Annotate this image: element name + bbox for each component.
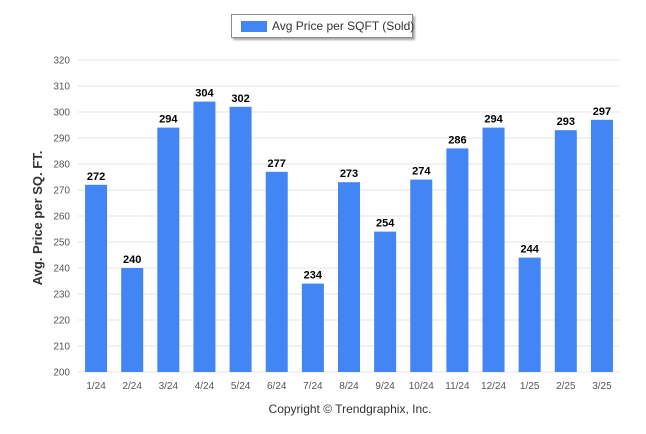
y-tick-label: 240 — [53, 264, 70, 275]
x-tick-label: 6/24 — [267, 381, 287, 392]
x-tick-label: 3/25 — [592, 381, 612, 392]
bar-value-label: 273 — [340, 168, 358, 180]
y-tick-label: 280 — [53, 160, 70, 171]
y-tick-label: 250 — [53, 238, 70, 249]
y-axis-ticks: 200 210 220 230 240 250 260 270 280 290 300 310 320 — [53, 56, 70, 379]
bar — [374, 231, 397, 372]
bar-value-label: 234 — [304, 270, 323, 282]
x-tick-label: 5/24 — [231, 381, 251, 392]
y-tick-label: 260 — [53, 212, 70, 223]
bar — [85, 184, 108, 372]
x-tick-label: 9/24 — [375, 381, 395, 392]
bar — [446, 148, 469, 372]
x-tick-label: 7/24 — [303, 381, 323, 392]
bar-value-label: 254 — [376, 218, 395, 230]
y-tick-label: 300 — [53, 108, 70, 119]
bar-value-label: 293 — [557, 116, 575, 128]
bar-value-label: 302 — [231, 93, 249, 105]
data-labels: 272 240 294 304 302 277 234 273 254 274 286 294 244 2… — [87, 88, 611, 282]
bar — [554, 130, 577, 372]
y-tick-label: 290 — [53, 134, 70, 145]
bar-value-label: 286 — [448, 134, 466, 146]
bar-value-label: 240 — [123, 254, 141, 266]
x-tick-label: 2/24 — [122, 381, 142, 392]
legend[interactable]: Avg Price per SQFT (Sold) — [231, 14, 415, 38]
bar — [157, 127, 180, 372]
bar — [518, 257, 541, 372]
bar — [590, 119, 613, 372]
bar-value-label: 277 — [268, 158, 286, 170]
y-tick-label: 200 — [53, 368, 70, 379]
x-tick-label: 11/24 — [445, 381, 470, 392]
bar-value-label: 294 — [159, 114, 178, 126]
y-tick-label: 210 — [53, 342, 70, 353]
bar-value-label: 272 — [87, 171, 105, 183]
bar-series — [85, 101, 613, 373]
legend-swatch — [241, 21, 267, 32]
x-tick-label: 10/24 — [409, 381, 434, 392]
legend-series-name: Avg Price per SQFT (Sold) — [272, 19, 415, 33]
bar — [410, 179, 433, 372]
bar-value-label: 304 — [195, 88, 214, 100]
copyright-footer: Copyright © Trendgraphix, Inc. — [269, 402, 432, 416]
x-tick-label: 8/24 — [339, 381, 359, 392]
bar-value-label: 294 — [484, 114, 503, 126]
y-tick-label: 220 — [53, 316, 70, 327]
bar-value-label: 274 — [412, 166, 431, 178]
bar-value-label: 244 — [520, 244, 539, 256]
y-tick-label: 270 — [53, 186, 70, 197]
bar — [121, 268, 144, 372]
bar — [338, 182, 360, 372]
x-tick-label: 4/24 — [195, 381, 215, 392]
bar — [229, 106, 252, 373]
x-tick-label: 3/24 — [159, 381, 179, 392]
x-tick-label: 1/24 — [86, 381, 106, 392]
x-axis-ticks: 1/24 2/24 3/24 4/24 5/24 6/24 7/24 8/24 9/24 10/2… — [86, 381, 612, 392]
bar — [301, 283, 324, 372]
bar — [482, 127, 505, 372]
y-tick-label: 310 — [53, 82, 70, 93]
x-tick-label: 12/24 — [481, 381, 506, 392]
y-axis-label: Avg. Price per SQ. FT. — [30, 151, 45, 286]
y-tick-label: 230 — [53, 290, 70, 301]
bar-value-label: 297 — [593, 106, 611, 118]
bar — [265, 171, 288, 372]
bar — [193, 101, 216, 372]
x-tick-label: 2/25 — [556, 381, 576, 392]
y-tick-label: 320 — [53, 56, 70, 67]
x-tick-label: 1/25 — [520, 381, 540, 392]
